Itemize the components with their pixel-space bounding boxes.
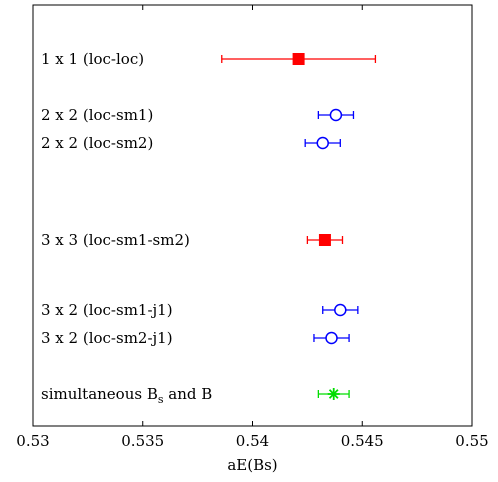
x-tick-label: 0.545 — [341, 432, 384, 450]
marker-square — [292, 53, 305, 65]
data-point-row: 2 x 2 (loc-sm1) — [41, 106, 355, 124]
x-tick-label: 0.535 — [121, 432, 164, 450]
row-label: simultaneous Bs and B — [41, 385, 212, 406]
data-point-row: 3 x 2 (loc-sm2-j1) — [41, 329, 350, 347]
marker-asterisk — [327, 388, 340, 400]
data-marks: 1 x 1 (loc-loc) 2 x 2 (loc-sm1) 2 x 2 (loc… — [41, 50, 377, 406]
x-tick-label: 0.53 — [16, 432, 49, 450]
row-label: 3 x 2 (loc-sm2-j1) — [41, 329, 173, 347]
row-label: 3 x 3 (loc-sm1-sm2) — [41, 231, 190, 249]
x-tick-label: 0.54 — [236, 432, 269, 450]
data-point-row: 3 x 2 (loc-sm1-j1) — [41, 301, 359, 319]
row-label: 2 x 2 (loc-sm2) — [41, 134, 153, 152]
x-axis-label: aE(Bs) — [227, 456, 277, 474]
x-axis-ticks: 0.53 0.535 0.54 0.545 0.55 — [16, 5, 489, 450]
marker-circle — [316, 136, 329, 150]
marker-circle — [329, 108, 343, 122]
data-point-row: 2 x 2 (loc-sm2) — [41, 134, 341, 152]
row-label: 3 x 2 (loc-sm1-j1) — [41, 301, 173, 319]
data-point-row: simultaneous Bs and B — [41, 385, 350, 406]
row-label: 2 x 2 (loc-sm1) — [41, 106, 153, 124]
x-tick-label: 0.55 — [455, 432, 488, 450]
data-point-row: 3 x 3 (loc-sm1-sm2) — [41, 231, 344, 249]
plot-frame — [32, 4, 473, 427]
marker-square — [318, 234, 331, 246]
data-point-row: 1 x 1 (loc-loc) — [41, 50, 377, 68]
marker-circle — [334, 303, 347, 317]
marker-circle — [325, 331, 338, 345]
row-label: 1 x 1 (loc-loc) — [41, 50, 144, 68]
